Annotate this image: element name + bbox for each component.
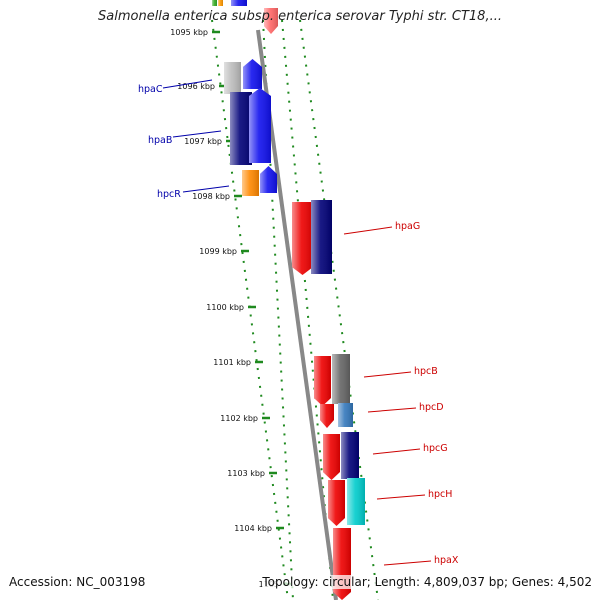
tick-label: 1099 kbp [199,247,237,256]
accession-text: Accession: NC_003198 [9,575,146,589]
feature-shading [341,432,359,479]
feature-hpcD-steel[interactable] [338,403,353,427]
leader-line [172,130,222,138]
feature-shading [230,92,252,165]
feature-shading [333,528,351,600]
tick-label: 1097 kbp [184,137,222,146]
gene-label-hpcH[interactable]: hpcH [428,489,452,500]
outer-left-dotted-line [211,19,289,600]
leader-line [162,79,213,89]
gene-label-hpcR[interactable]: hpcR [157,189,181,200]
feature-hpaB-navy[interactable] [230,92,252,165]
feature-shading [212,0,217,6]
gene-label-hpaG[interactable]: hpaG [395,221,420,232]
feature-hpaB-blue[interactable] [249,88,271,163]
feature-shading [218,0,223,6]
feature-shading [231,0,247,6]
leader-line [363,371,412,378]
feature-shading [224,62,241,94]
gene-label-hpaC[interactable]: hpaC [138,84,163,95]
feature-hpaG-navy[interactable] [311,200,332,274]
genome-summary-text: Topology: circular; Length: 4,809,037 bp… [262,575,592,589]
feature-shading [243,59,262,89]
gene-features [212,0,365,600]
feature-shading [332,354,350,404]
feature-top-blue[interactable] [231,0,247,6]
feature-hpaC-blue[interactable] [243,59,262,89]
leader-line [343,226,393,235]
feature-hpcH-red[interactable] [328,480,345,526]
leader-line [367,407,417,413]
feature-hpcD-red[interactable] [320,404,334,428]
feature-shading [311,200,332,274]
leader-line [383,560,432,566]
feature-hpcH-cyan[interactable] [347,478,365,525]
feature-shading [347,478,365,525]
feature-top-pink[interactable] [264,8,278,34]
tick-label: 1104 kbp [234,524,272,533]
tick-label: 1096 kbp [177,82,215,91]
feature-hpcG-red[interactable] [323,434,340,480]
feature-top-orange[interactable] [218,0,223,6]
tick-label: 1103 kbp [227,469,265,478]
feature-hpcB-red[interactable] [314,356,331,406]
tick-label: 1102 kbp [220,414,258,423]
feature-hpcG-navy[interactable] [341,432,359,479]
feature-shading [323,434,340,480]
gene-label-hpcD[interactable]: hpcD [419,402,444,413]
feature-hpaC-grey[interactable] [224,62,241,94]
gene-label-hpcG[interactable]: hpcG [423,443,448,454]
feature-shading [292,202,313,275]
feature-hpcB-grey[interactable] [332,354,350,404]
tick-label: 1098 kbp [192,192,230,201]
leader-line [376,494,426,500]
feature-top-green[interactable] [212,0,217,6]
feature-shading [260,166,277,193]
feature-shading [328,480,345,526]
genome-title: Salmonella enterica subsp. enterica sero… [98,9,502,24]
gene-labels: hpaC hpaB hpcR hpaG hpcB hpcD hpcG hpcH hpaX [138,79,459,566]
tick-label: 1101 kbp [213,358,251,367]
feature-shading [314,356,331,406]
gene-label-hpaX[interactable]: hpaX [434,555,459,566]
leader-line [372,448,421,455]
feature-hpaX-red[interactable] [333,528,351,600]
leader-line [182,185,230,193]
feature-shading [264,8,278,34]
feature-hpaG-red[interactable] [292,202,313,275]
feature-shading [320,404,334,428]
feature-shading [338,403,353,427]
feature-shading [249,88,271,163]
feature-hpcR-orange[interactable] [242,170,259,196]
gene-label-hpcB[interactable]: hpcB [414,366,438,377]
feature-shading [242,170,259,196]
gene-label-hpaB[interactable]: hpaB [148,135,172,146]
tick-label: 1095 kbp [170,28,208,37]
feature-hpcR-blue[interactable] [260,166,277,193]
tick-label: 1100 kbp [206,303,244,312]
